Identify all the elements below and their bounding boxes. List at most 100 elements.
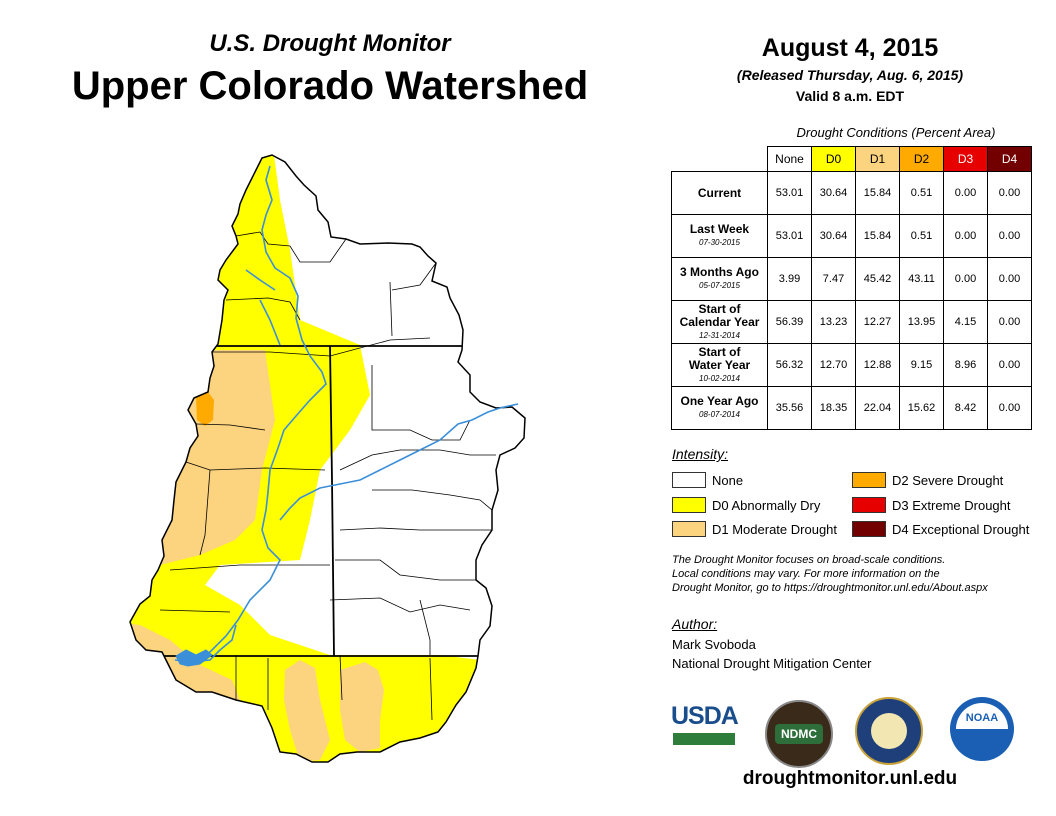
table-cell: 56.39 — [767, 300, 812, 344]
table-cell: 0.00 — [943, 171, 988, 215]
legend-label: D1 Moderate Drought — [712, 521, 838, 537]
basin-outline — [129, 154, 526, 763]
note-line: Drought Monitor, go to https://droughtmo… — [672, 582, 988, 594]
note-line: The Drought Monitor focuses on broad-sca… — [672, 554, 946, 566]
table-row: Current 53.01 30.64 15.84 0.51 0.00 0.00 — [671, 171, 1032, 215]
table-cell: 12.70 — [811, 343, 856, 387]
table-cell: 35.56 — [767, 386, 812, 430]
drought-stats-table: None D0 D1 D2 D3 D4 Current 53.01 30.64 … — [671, 146, 1032, 430]
col-d2: D2 — [899, 146, 944, 172]
legend-swatch — [852, 472, 886, 488]
table-cell: 0.51 — [899, 214, 944, 258]
table-cell: 0.00 — [987, 171, 1032, 215]
table-cell: 15.84 — [855, 214, 900, 258]
colorado-river — [279, 403, 519, 521]
legend-swatch — [852, 497, 886, 513]
table-row: One Year Ago 08-07-2014 35.56 18.35 22.04… — [671, 386, 1032, 430]
legend-item-d0: D0 Abnormally Dry — [672, 497, 820, 513]
usda-logo-swoosh — [673, 733, 735, 745]
row-label: One Year Ago — [680, 394, 759, 408]
legend-label: D2 Severe Drought — [892, 472, 1004, 488]
table-cell: 4.15 — [943, 300, 988, 344]
author-org: National Drought Mitigation Center — [672, 656, 872, 671]
table-cell: 53.01 — [767, 171, 812, 215]
map-date: August 4, 2015 — [761, 34, 939, 62]
table-caption: Drought Conditions (Percent Area) — [796, 125, 996, 140]
ndmc-logo-text: NDMC — [775, 724, 823, 744]
table-cell: 3.99 — [767, 257, 812, 301]
table-cell: 0.00 — [987, 214, 1032, 258]
col-none: None — [767, 146, 812, 172]
valid-time: Valid 8 a.m. EDT — [795, 88, 905, 104]
table-cell: 22.04 — [855, 386, 900, 430]
table-cell: 45.42 — [855, 257, 900, 301]
row-label-2: Calendar Year — [679, 314, 760, 329]
table-cell: 53.01 — [767, 214, 812, 258]
row-label: Current — [697, 185, 742, 200]
row-date: 05-07-2015 — [699, 281, 740, 290]
table-cell: 0.00 — [987, 257, 1032, 301]
table-cell: 12.27 — [855, 300, 900, 344]
col-d0: D0 — [811, 146, 856, 172]
doc-seal-logo — [855, 697, 923, 765]
legend-swatch — [672, 521, 706, 537]
lake-powell — [175, 649, 213, 667]
legend-swatch — [852, 521, 886, 537]
row-label: Start of — [698, 344, 741, 359]
table-cell: 8.42 — [943, 386, 988, 430]
row-date: 07-30-2015 — [699, 238, 740, 247]
tributary — [259, 299, 281, 346]
author-name: Mark Svoboda — [672, 637, 756, 652]
d1-region-south-1 — [284, 660, 330, 762]
col-d1: D1 — [855, 146, 900, 172]
row-label: Last Week — [689, 222, 750, 236]
table-cell: 30.64 — [811, 171, 856, 215]
table-cell: 0.00 — [987, 300, 1032, 344]
col-d4: D4 — [987, 146, 1032, 172]
noaa-logo: NOAA — [950, 697, 1014, 761]
table-cell: 0.00 — [987, 386, 1032, 430]
table-row: Start of Water Year 10-02-2014 56.32 12.70… — [671, 343, 1032, 387]
legend-item-d4: D4 Exceptional Drought — [852, 521, 1029, 537]
row-date: 08-07-2014 — [699, 410, 740, 419]
table-cell: 15.84 — [855, 171, 900, 215]
drought-map — [129, 154, 526, 763]
d2-region — [196, 392, 214, 426]
table-cell: 8.96 — [943, 343, 988, 387]
table-cell: 56.32 — [767, 343, 812, 387]
table-cell: 7.47 — [811, 257, 856, 301]
green-river — [189, 165, 327, 661]
table-cell: 18.35 — [811, 386, 856, 430]
table-cell: 13.23 — [811, 300, 856, 344]
author-label: Author: — [672, 616, 718, 632]
legend-label: None — [712, 472, 744, 488]
table-cell: 9.15 — [899, 343, 944, 387]
note-line: Local conditions may vary. For more info… — [672, 568, 940, 580]
table-cell: 15.62 — [899, 386, 944, 430]
legend-item-d1: D1 Moderate Drought — [672, 521, 837, 537]
row-label-2: Water Year — [688, 357, 751, 372]
legend-title: Intensity: — [672, 446, 729, 462]
disclaimer-note: The Drought Monitor focuses on broad-sca… — [672, 553, 1052, 595]
table-cell: 0.51 — [899, 171, 944, 215]
table-cell: 13.95 — [899, 300, 944, 344]
table-row: Start of Calendar Year 12-31-2014 56.39 13… — [671, 300, 1032, 344]
legend-label: D0 Abnormally Dry — [712, 497, 821, 513]
legend-item-none: None — [672, 472, 743, 488]
map-subtitle: U.S. Drought Monitor — [209, 30, 451, 57]
map-title: Upper Colorado Watershed — [71, 64, 589, 108]
table-cell: 30.64 — [811, 214, 856, 258]
row-label: 3 Months Ago — [680, 265, 759, 279]
table-row: Last Week 07-30-2015 53.01 30.64 15.84 0.… — [671, 214, 1032, 258]
legend-swatch — [672, 497, 706, 513]
ndmc-logo: NDMC — [765, 700, 833, 768]
noaa-logo-text: NOAA — [956, 703, 1008, 729]
table-cell: 0.00 — [943, 257, 988, 301]
row-date: 12-31-2014 — [699, 330, 740, 340]
legend-item-d3: D3 Extreme Drought — [852, 497, 1011, 513]
legend-swatch — [672, 472, 706, 488]
eagle-icon — [871, 713, 907, 749]
table-cell: 43.11 — [899, 257, 944, 301]
table-row: 3 Months Ago 05-07-2015 3.99 7.47 45.42 4… — [671, 257, 1032, 301]
website-link[interactable]: droughtmonitor.unl.edu — [742, 768, 958, 789]
